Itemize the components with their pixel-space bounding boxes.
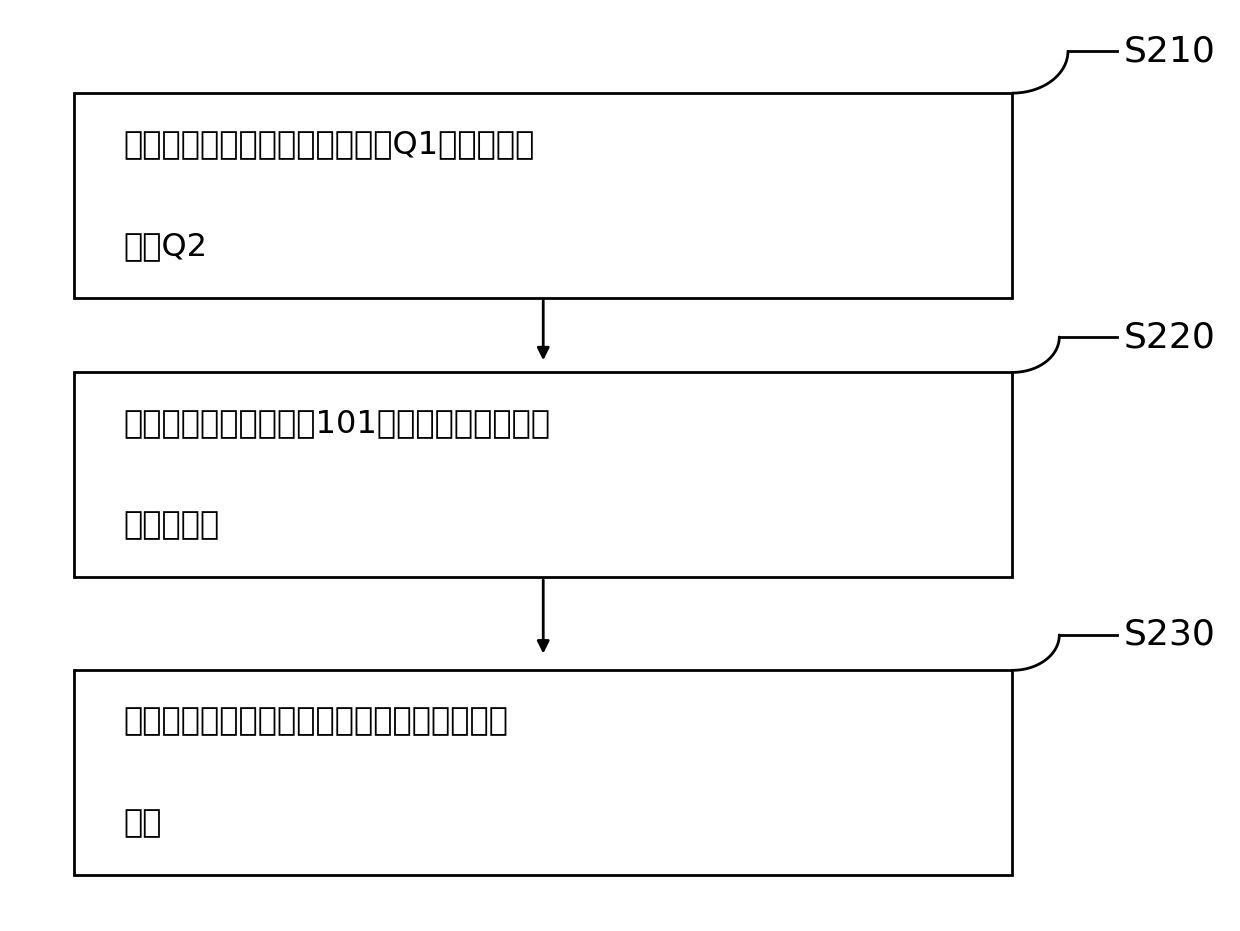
Text: 控制器获取由检测部件101输出的基于反馈电压: 控制器获取由检测部件101输出的基于反馈电压 xyxy=(124,408,551,439)
Text: 时长: 时长 xyxy=(124,808,162,840)
Text: 部件Q2: 部件Q2 xyxy=(124,231,207,263)
FancyBboxPatch shape xyxy=(74,93,1012,298)
Text: S230: S230 xyxy=(1123,618,1215,652)
FancyBboxPatch shape xyxy=(74,372,1012,577)
Text: 控制器周期性导通第一开关部件Q1和第二开关: 控制器周期性导通第一开关部件Q1和第二开关 xyxy=(124,128,534,160)
FancyBboxPatch shape xyxy=(74,670,1012,875)
Text: 值的信号值: 值的信号值 xyxy=(124,510,219,542)
Text: S220: S220 xyxy=(1123,320,1215,354)
Text: 控制器根据信号值的大小调整开关组件的导通: 控制器根据信号值的大小调整开关组件的导通 xyxy=(124,706,508,737)
Text: S210: S210 xyxy=(1123,34,1215,68)
